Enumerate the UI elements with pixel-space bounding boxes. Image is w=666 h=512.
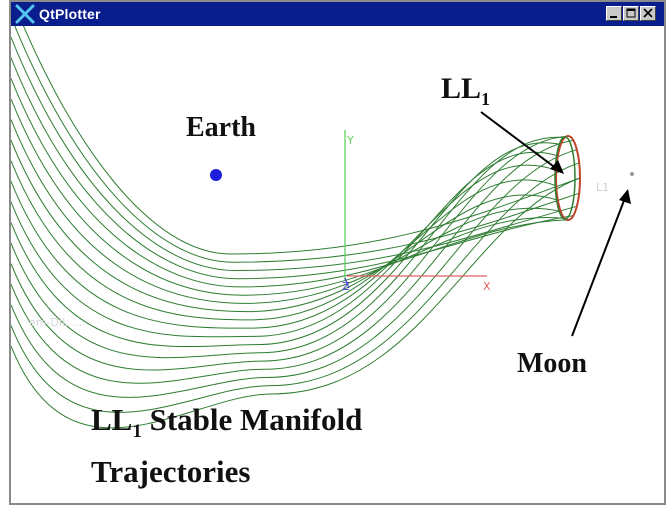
ll1-label-sub: 1 bbox=[481, 89, 491, 109]
plot-canvas[interactable]: Y X Z L1 em-DIL ... Earth LL1 Moon LL1 S… bbox=[11, 26, 664, 503]
trajectory-curve bbox=[23, 26, 581, 255]
manifold-trajectories bbox=[11, 26, 581, 429]
maximize-button[interactable] bbox=[623, 6, 639, 21]
moon-label: Moon bbox=[517, 348, 587, 379]
trajectory-curve bbox=[11, 37, 578, 272]
ll1-halo-orbit bbox=[555, 135, 581, 221]
moon-dot-icon bbox=[630, 172, 634, 176]
faint-l1-label: L1 bbox=[596, 181, 609, 194]
y-axis-label: Y bbox=[346, 134, 354, 147]
x-axis-label: X bbox=[483, 280, 491, 293]
trajectory-curve bbox=[11, 139, 574, 384]
ll1-halo-orbit-inner bbox=[554, 136, 576, 220]
z-axis-label: Z bbox=[342, 280, 350, 293]
minimize-icon bbox=[610, 16, 617, 18]
faint-legend: em-DIL ... bbox=[29, 316, 82, 329]
close-icon bbox=[643, 8, 653, 18]
caption-line-1: LL1 Stable Manifold bbox=[91, 400, 362, 452]
ll1-label-main: LL bbox=[441, 72, 482, 105]
trajectory-curve bbox=[11, 139, 558, 313]
ll1-label: LL1 bbox=[441, 72, 490, 110]
qtplotter-x-icon bbox=[15, 4, 35, 24]
trajectory-curve bbox=[11, 57, 574, 280]
earth-dot-icon bbox=[210, 169, 222, 181]
earth-label: Earth bbox=[186, 112, 256, 143]
trajectory-curve bbox=[11, 177, 581, 429]
trajectory-curve bbox=[11, 98, 565, 296]
close-button[interactable] bbox=[640, 6, 656, 21]
window-title: QtPlotter bbox=[39, 6, 101, 22]
trajectory-curve bbox=[11, 142, 561, 348]
moon-arrowhead bbox=[619, 189, 631, 204]
caption-sub: 1 bbox=[132, 421, 142, 443]
qtplotter-window: QtPlotter Y X Z L1 em-DIL ... bbox=[9, 0, 666, 505]
minimize-button[interactable] bbox=[606, 6, 622, 21]
ll1-pointer-arrow bbox=[480, 111, 558, 170]
trajectory-curve bbox=[11, 149, 578, 398]
trajectory-curve bbox=[11, 162, 580, 413]
trajectory-curve bbox=[11, 78, 570, 288]
ll1-arrowhead bbox=[550, 160, 564, 174]
title-bar[interactable]: QtPlotter bbox=[11, 2, 664, 26]
caption: LL1 Stable Manifold Trajectories bbox=[91, 400, 362, 492]
moon-pointer-arrow bbox=[571, 197, 626, 337]
manifold-plot: Y X Z L1 em-DIL ... bbox=[11, 26, 634, 429]
maximize-icon bbox=[626, 8, 636, 18]
trajectory-curve bbox=[14, 26, 580, 263]
z-axis-line bbox=[344, 277, 350, 289]
caption-rest: Stable Manifold bbox=[141, 402, 363, 437]
trajectory-curve bbox=[11, 160, 557, 321]
caption-ll: LL bbox=[91, 402, 133, 437]
caption-line-2: Trajectories bbox=[91, 454, 251, 490]
trajectory-curve bbox=[11, 151, 558, 338]
trajectory-curve bbox=[11, 135, 570, 371]
trajectory-curve bbox=[11, 119, 561, 304]
trajectory-curve bbox=[11, 136, 565, 359]
